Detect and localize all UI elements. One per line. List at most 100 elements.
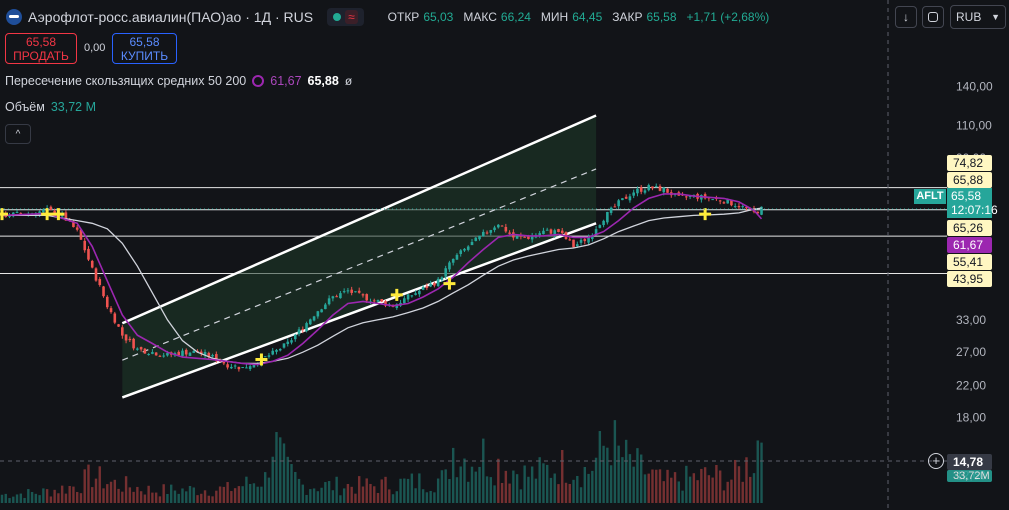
candle-body (312, 316, 316, 321)
scroll-down-button[interactable]: ↓ (895, 6, 917, 28)
candle-body (478, 235, 481, 240)
volume-bar (279, 437, 282, 503)
sell-button[interactable]: 65,58 ПРОДАТЬ (5, 33, 77, 64)
volume-bar (523, 465, 526, 503)
candle-body (49, 206, 53, 210)
candle-body (474, 237, 478, 241)
buy-button[interactable]: 65,58 КУПИТЬ (112, 33, 177, 64)
candle-body (166, 353, 169, 356)
volume-bar (91, 487, 94, 503)
bar-countdown: 12:07:16 (951, 203, 998, 217)
fullscreen-icon (928, 12, 938, 22)
crosshair-price-tag: 14,78 (947, 454, 992, 470)
candle-body (440, 277, 444, 280)
buy-price: 65,58 (129, 34, 160, 49)
null-icon: ø (344, 74, 353, 88)
moving-averages (1, 193, 763, 366)
candle-body (245, 367, 248, 369)
candle-body (139, 347, 143, 350)
volume-bar (444, 469, 447, 503)
candle-body (530, 235, 534, 240)
volume-bar (358, 476, 361, 503)
volume-bar (734, 459, 737, 503)
ohlc-open-label: ОТКР (387, 10, 420, 24)
fullscreen-button[interactable] (922, 6, 944, 28)
volume-bar (542, 463, 545, 503)
candle-body (267, 355, 271, 357)
symbol-title[interactable]: Аэрофлот-росс.авиалин(ПАО)ао · 1Д · RUS (28, 9, 314, 25)
volume-bar (162, 484, 165, 503)
volume-bar (538, 457, 541, 503)
regression-channel (121, 114, 597, 399)
y-tick-label: 27,00 (956, 345, 986, 359)
volume-bar (309, 489, 312, 503)
volume-bar (335, 476, 338, 503)
candle-body (549, 229, 553, 234)
volume-bar (399, 478, 402, 503)
volume-name: Объём (5, 100, 45, 114)
market-status[interactable]: ≈ (327, 8, 364, 26)
candle-body (542, 230, 545, 235)
volume-bar (170, 484, 173, 503)
candle-body (309, 319, 312, 325)
volume-bar (700, 468, 703, 503)
ma-slow-value: 65,88 (307, 74, 339, 88)
collapse-legend-button[interactable]: ^ (5, 124, 31, 144)
volume-bar (211, 496, 214, 503)
volume-bar (549, 477, 553, 503)
volume-bar (745, 457, 748, 503)
volume-bar (226, 482, 229, 503)
volume-bar (515, 474, 519, 503)
ma-cross-marker (52, 208, 65, 221)
candle-body (410, 295, 414, 297)
candle-body (628, 196, 632, 201)
candle-body (591, 235, 594, 239)
ohlc-close-label: ЗАКР (612, 10, 643, 24)
volume-legend[interactable]: Объём 33,72 M (5, 100, 96, 114)
volume-bar (320, 487, 323, 503)
volume-bar (730, 479, 733, 503)
volume-bar (452, 447, 455, 503)
candle-body (448, 262, 451, 270)
candle-body (109, 308, 113, 313)
candle-body (271, 350, 275, 355)
ma-fast-tag: 61,67 (947, 237, 992, 253)
volume-value: 33,72 M (50, 100, 96, 114)
level-tag-ma-slow: 65,88 (947, 172, 992, 188)
currency-select[interactable]: RUB ▼ (950, 5, 1006, 29)
volume-bar (45, 489, 49, 503)
volume-bar (752, 473, 756, 503)
volume-bar (87, 464, 90, 503)
volume-bar (233, 488, 237, 503)
volume-bar (301, 484, 304, 503)
volume-bar (553, 473, 556, 503)
volume-bar (124, 476, 128, 503)
candle-body (241, 367, 244, 369)
candle-body (98, 279, 102, 285)
candle-body (403, 298, 406, 304)
volume-bar (237, 486, 241, 503)
volume-bar (109, 481, 113, 503)
candle-body (327, 298, 331, 305)
volume-bar (418, 473, 421, 503)
y-tick-label: 22,00 (956, 378, 986, 392)
volume-bar (113, 479, 116, 503)
volume-bar (391, 494, 395, 503)
volume-bar (433, 492, 436, 503)
ma-settings-icon[interactable] (252, 75, 265, 87)
volume-bar (410, 473, 414, 503)
add-alert-button[interactable]: + (928, 453, 944, 469)
candle-body (147, 353, 150, 355)
candle-body (263, 356, 267, 358)
candle-body (215, 354, 218, 361)
volume-bar (241, 486, 244, 503)
volume-bar (218, 486, 222, 503)
volume-bar (200, 493, 203, 503)
ma-cross-marker (443, 277, 456, 290)
candle-body (493, 227, 496, 231)
candle-body (606, 211, 609, 223)
ma-cross-legend[interactable]: Пересечение скользящих средних 50 200 61… (5, 74, 352, 88)
candle-body (105, 296, 109, 308)
volume-bar (685, 465, 688, 503)
